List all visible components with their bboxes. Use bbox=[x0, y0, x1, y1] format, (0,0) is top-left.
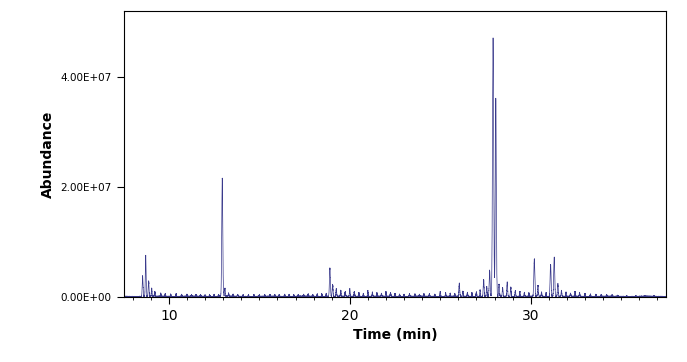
Y-axis label: Abundance: Abundance bbox=[41, 110, 55, 198]
X-axis label: Time (min): Time (min) bbox=[352, 328, 438, 342]
